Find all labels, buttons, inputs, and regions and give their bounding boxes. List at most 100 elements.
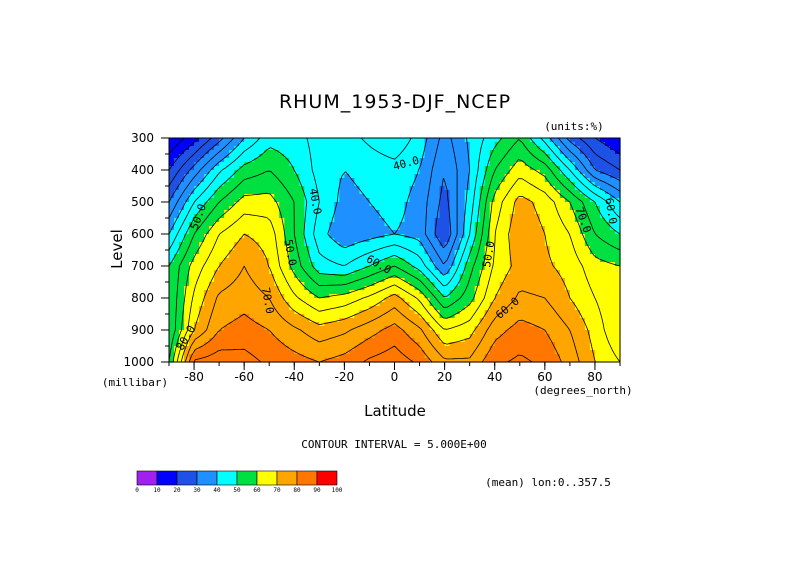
field-cell bbox=[384, 186, 391, 191]
field-cell bbox=[229, 338, 235, 343]
field-cell bbox=[499, 346, 506, 351]
field-cell bbox=[369, 314, 376, 319]
field-cell bbox=[364, 270, 371, 275]
field-cell bbox=[379, 222, 386, 227]
field-cell bbox=[614, 350, 621, 355]
field-cell bbox=[324, 342, 330, 347]
field-cell bbox=[219, 254, 225, 259]
field-cell bbox=[294, 154, 300, 159]
field-cell bbox=[609, 162, 616, 167]
field-cell bbox=[279, 314, 285, 319]
field-cell bbox=[579, 170, 586, 175]
field-cell bbox=[329, 146, 335, 151]
field-cell bbox=[514, 206, 521, 211]
field-cell bbox=[474, 226, 481, 231]
field-cell bbox=[529, 342, 536, 347]
field-cell bbox=[249, 266, 255, 271]
field-cell bbox=[464, 154, 471, 159]
field-cell bbox=[534, 226, 541, 231]
field-cell bbox=[239, 342, 245, 347]
field-cell bbox=[459, 198, 466, 203]
field-cell bbox=[324, 210, 330, 215]
field-cell bbox=[364, 346, 371, 351]
field-cell bbox=[504, 262, 511, 267]
field-cell bbox=[444, 234, 451, 239]
field-cell bbox=[189, 290, 195, 295]
field-cell bbox=[544, 270, 551, 275]
field-cell bbox=[539, 326, 546, 331]
field-cell bbox=[234, 302, 240, 307]
field-cell bbox=[404, 258, 411, 263]
field-cell bbox=[344, 230, 350, 235]
field-cell bbox=[174, 334, 180, 339]
field-cell bbox=[339, 354, 345, 359]
field-cell bbox=[549, 182, 556, 187]
field-cell bbox=[574, 226, 581, 231]
field-cell bbox=[409, 190, 416, 195]
field-cell bbox=[474, 214, 481, 219]
field-cell bbox=[279, 278, 285, 283]
field-cell bbox=[229, 142, 235, 147]
field-cell bbox=[214, 342, 220, 347]
field-cell bbox=[574, 262, 581, 267]
field-cell bbox=[329, 190, 335, 195]
field-cell bbox=[269, 266, 275, 271]
field-cell bbox=[409, 214, 416, 219]
field-cell bbox=[324, 170, 330, 175]
field-cell bbox=[169, 302, 175, 307]
field-cell bbox=[414, 202, 421, 207]
field-cell bbox=[494, 350, 501, 355]
field-cell bbox=[519, 246, 526, 251]
field-cell bbox=[244, 202, 250, 207]
field-cell bbox=[169, 214, 175, 219]
field-cell bbox=[504, 326, 511, 331]
field-cell bbox=[579, 194, 586, 199]
field-cell bbox=[174, 230, 180, 235]
field-cell bbox=[229, 226, 235, 231]
field-cell bbox=[484, 262, 491, 267]
field-cell bbox=[209, 294, 215, 299]
field-cell bbox=[299, 142, 305, 147]
field-cell bbox=[614, 186, 621, 191]
field-cell bbox=[614, 214, 621, 219]
field-cell bbox=[479, 262, 486, 267]
field-cell bbox=[594, 242, 601, 247]
field-cell bbox=[319, 210, 325, 215]
field-cell bbox=[559, 258, 566, 263]
field-cell bbox=[229, 354, 235, 359]
field-cell bbox=[204, 198, 210, 203]
field-cell bbox=[239, 142, 245, 147]
field-cell bbox=[314, 270, 320, 275]
field-cell bbox=[444, 334, 451, 339]
field-cell bbox=[434, 306, 441, 311]
field-cell bbox=[489, 150, 496, 155]
field-cell bbox=[454, 326, 461, 331]
field-cell bbox=[614, 302, 621, 307]
field-cell bbox=[214, 282, 220, 287]
field-cell bbox=[194, 202, 200, 207]
field-cell bbox=[229, 282, 235, 287]
field-cell bbox=[409, 198, 416, 203]
field-cell bbox=[189, 242, 195, 247]
field-cell bbox=[254, 190, 260, 195]
field-cell bbox=[399, 278, 406, 283]
field-cell bbox=[604, 354, 611, 359]
field-cell bbox=[364, 326, 371, 331]
field-cell bbox=[184, 186, 190, 191]
field-cell bbox=[434, 238, 441, 243]
field-cell bbox=[389, 162, 396, 167]
field-cell bbox=[169, 334, 175, 339]
field-cell bbox=[234, 278, 240, 283]
field-cell bbox=[424, 306, 431, 311]
field-cell bbox=[459, 310, 466, 315]
field-cell bbox=[214, 302, 220, 307]
field-cell bbox=[504, 246, 511, 251]
field-cell bbox=[314, 286, 320, 291]
field-cell bbox=[184, 322, 190, 327]
field-cell bbox=[349, 286, 356, 291]
field-cell bbox=[414, 326, 421, 331]
field-cell bbox=[374, 326, 381, 331]
field-cell bbox=[299, 258, 305, 263]
field-cell bbox=[494, 234, 501, 239]
field-cell bbox=[379, 330, 386, 335]
